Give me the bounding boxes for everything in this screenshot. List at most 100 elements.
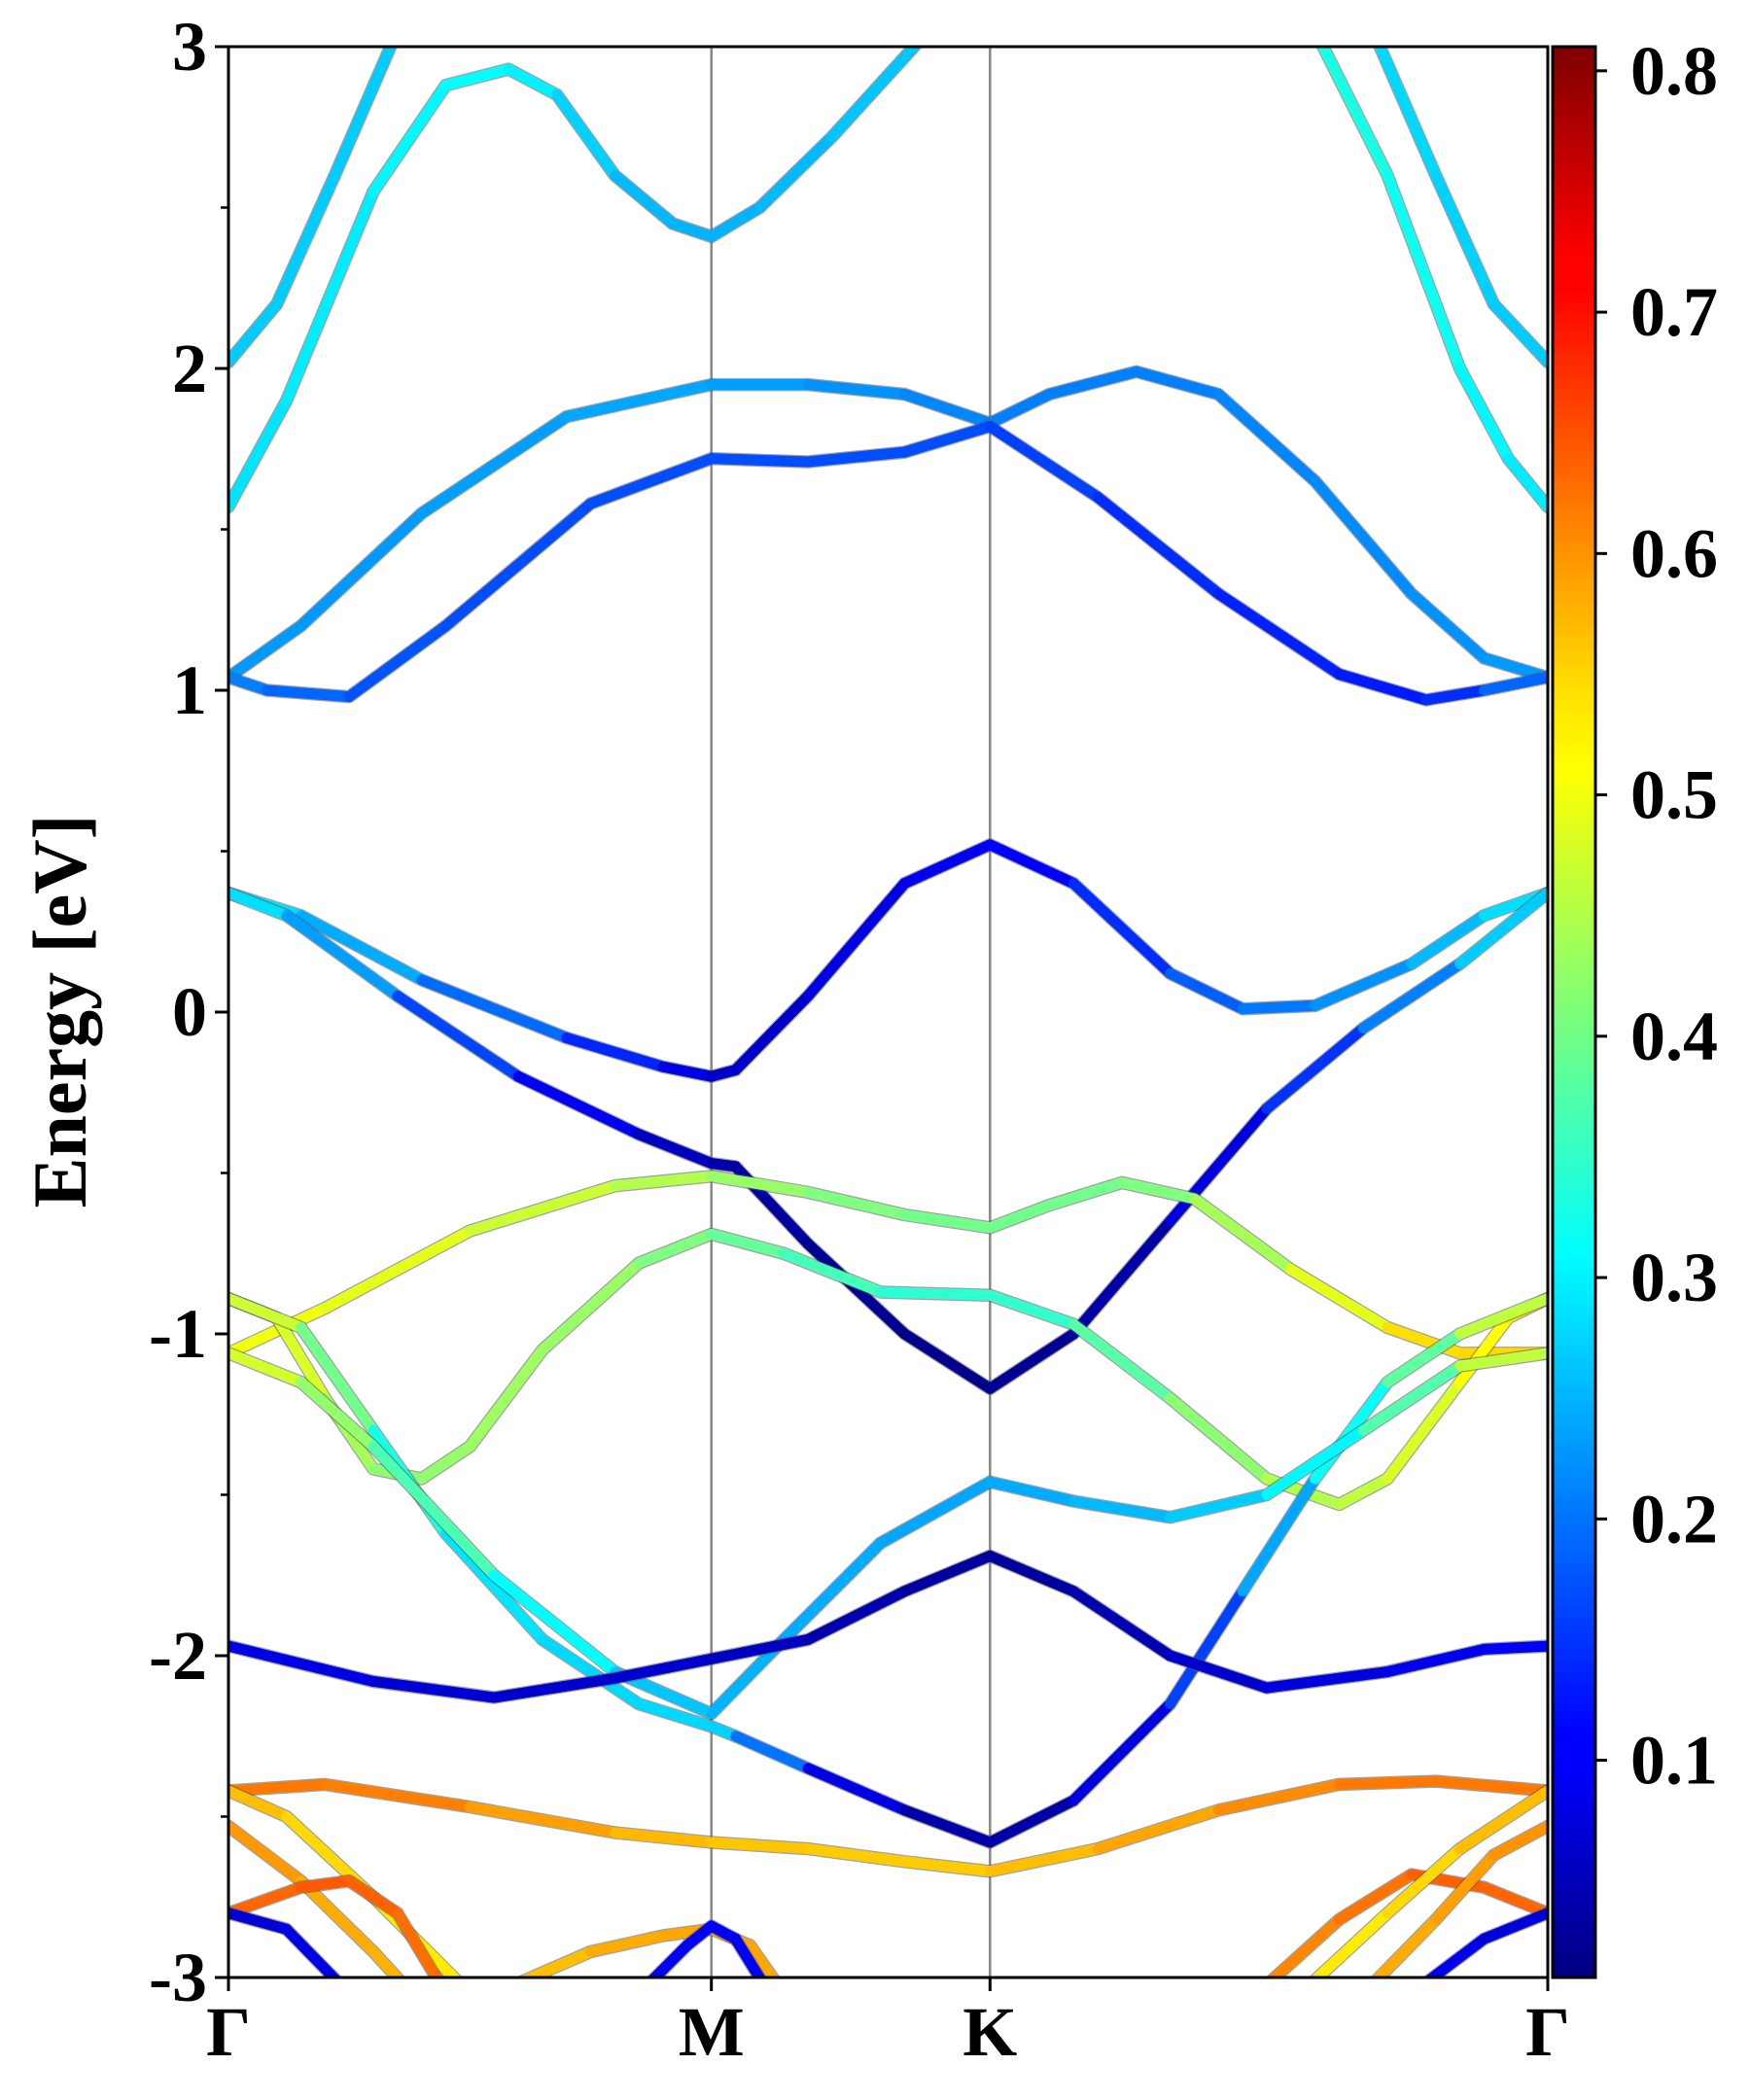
- x-tick-label: Γ: [1525, 1993, 1570, 2071]
- band-segment: [1333, 668, 1432, 706]
- band-segment: [1310, 1377, 1393, 1485]
- band-segment: [1454, 1785, 1548, 1855]
- band-segment: [730, 1731, 814, 1774]
- band-7: [228, 838, 1548, 1083]
- band-6: [228, 419, 1548, 707]
- band-segment: [1357, 958, 1466, 1034]
- band-segment: [1068, 878, 1176, 979]
- band-segment: [1212, 388, 1321, 487]
- band-segment: [440, 1527, 548, 1645]
- band-segment: [1165, 1392, 1273, 1485]
- band-segment: [488, 1672, 620, 1703]
- band-lines: [228, 47, 1548, 1978]
- band-segment: [984, 1328, 1079, 1394]
- band-segment: [1478, 1640, 1548, 1655]
- colorbar: 0.1 0.2 0.3 0.4 0.5 0.6 0.7 0.8: [1551, 32, 1718, 1979]
- band-segment: [1382, 1843, 1466, 1919]
- band-segment: [329, 47, 397, 181]
- band-segment: [898, 388, 996, 429]
- band-segment: [228, 620, 307, 683]
- y-tick-label: 0: [172, 973, 207, 1051]
- band-segment: [706, 1228, 789, 1259]
- band-8: [228, 886, 1548, 1396]
- band-segment: [778, 1247, 887, 1298]
- y-axis-ticks: -3 -2 -1 0 1 2 3: [149, 8, 228, 2016]
- band-segment: [228, 1785, 293, 1822]
- band-segment: [609, 1171, 718, 1192]
- band-segment: [1423, 1933, 1489, 1978]
- band-segment: [585, 453, 718, 509]
- band-segment: [898, 421, 996, 458]
- band-segment: [512, 1070, 645, 1140]
- band-segment: [1454, 1293, 1548, 1340]
- band-segment: [319, 1778, 475, 1813]
- band-segment: [296, 1377, 379, 1452]
- band-segment: [633, 1129, 718, 1170]
- band-17: [228, 1873, 444, 1978]
- band-segment: [1357, 1360, 1466, 1436]
- band-segment: [1420, 684, 1489, 706]
- band-segment: [228, 888, 293, 922]
- band-22: [1308, 1784, 1548, 1978]
- band-segment: [228, 1820, 307, 1887]
- band-segment: [1430, 1775, 1548, 1797]
- band-segment: [898, 839, 996, 890]
- band-segment: [1285, 1264, 1393, 1333]
- band-segment: [440, 63, 514, 91]
- band-segment: [1430, 1849, 1499, 1925]
- band-segment: [1188, 1193, 1297, 1276]
- band-segment: [984, 421, 1103, 503]
- colorbar-tick-label: 0.3: [1630, 1239, 1718, 1316]
- colorbar-tick-label: 0.4: [1630, 998, 1718, 1075]
- band-segment: [1165, 1586, 1248, 1710]
- band-segment: [537, 1257, 645, 1356]
- band-segment: [1371, 1913, 1442, 1978]
- band-segment: [440, 498, 597, 632]
- band-segment: [1310, 1908, 1393, 1978]
- band-segment: [802, 1186, 910, 1221]
- band-segment: [296, 1321, 379, 1436]
- band-1: [228, 47, 399, 369]
- band-segment: [1068, 1495, 1176, 1523]
- band-segment: [228, 672, 273, 696]
- band-segment: [984, 1476, 1079, 1507]
- band-segment: [228, 1908, 293, 1935]
- band-segment: [1131, 366, 1224, 400]
- band-segment: [464, 1180, 620, 1237]
- band-13: [228, 1549, 1548, 1704]
- band-segment: [585, 1930, 669, 1958]
- band-segment: [609, 169, 679, 229]
- band-segment: [1310, 475, 1418, 600]
- x-tick-label: Γ: [206, 1993, 251, 2071]
- band-segment: [609, 1653, 718, 1684]
- band-segment: [1382, 1643, 1489, 1678]
- band-segment: [1212, 588, 1345, 680]
- y-tick-label: 1: [172, 651, 207, 729]
- x-tick-label: M: [679, 1993, 745, 2071]
- band-segment: [1165, 967, 1248, 1015]
- band-segment: [392, 990, 524, 1082]
- band-5: [228, 365, 1548, 684]
- band-segment: [1406, 588, 1489, 664]
- band-segment: [1382, 169, 1466, 374]
- band-segment: [1382, 1377, 1466, 1485]
- y-tick-label: 2: [172, 330, 207, 407]
- band-segment: [1406, 910, 1489, 969]
- band-segment: [561, 379, 718, 423]
- band-24: [1421, 1907, 1548, 1978]
- band-18: [228, 1907, 343, 1978]
- band-segment: [744, 1940, 780, 1978]
- x-tick-label: K: [962, 1993, 1017, 2071]
- band-segment: [368, 1946, 404, 1978]
- band-segment: [1261, 1666, 1393, 1694]
- band-segment: [416, 974, 573, 1043]
- band-segment: [296, 508, 428, 632]
- band-23: [1370, 1819, 1548, 1978]
- band-segment: [1261, 1424, 1369, 1500]
- band-segment: [343, 1875, 403, 1919]
- band-segment: [1068, 1698, 1176, 1806]
- band-segment: [898, 1856, 996, 1877]
- band-segment: [826, 47, 922, 143]
